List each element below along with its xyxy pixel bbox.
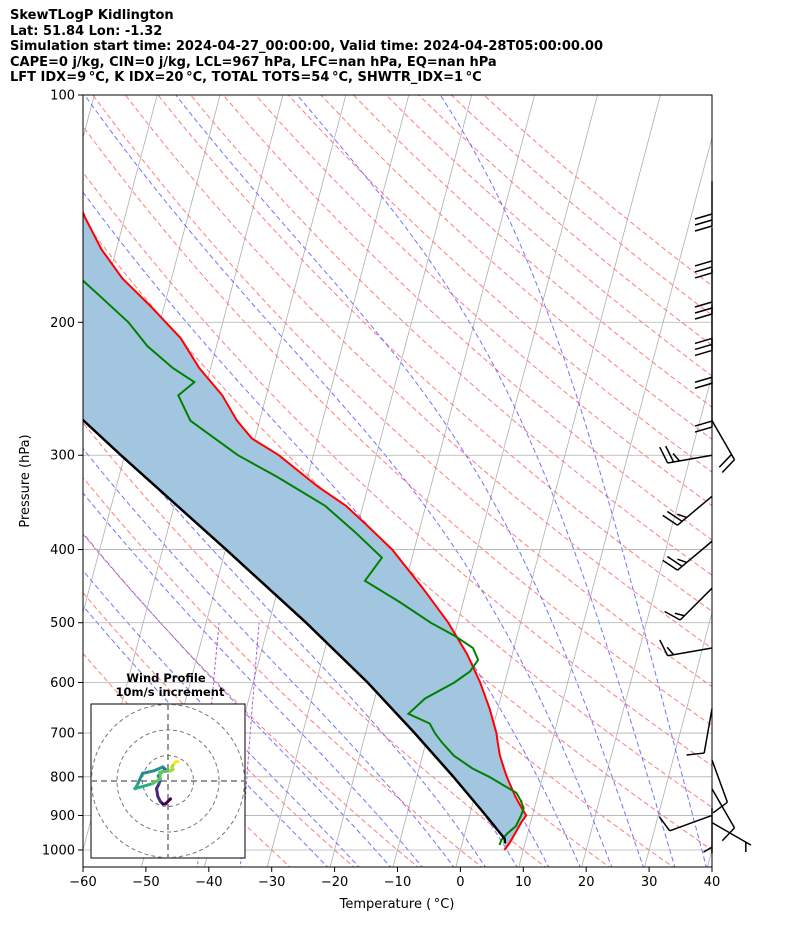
wind-profile-inset: Wind Profile 10m/s increment xyxy=(90,671,246,859)
isotherm xyxy=(581,373,712,867)
isotherm xyxy=(644,610,712,867)
cin-shaded-area xyxy=(83,212,527,850)
chart-title: SkewTLogP Kidlington xyxy=(10,8,174,23)
y-tick-label: 100 xyxy=(50,89,75,104)
inset-subtitle: 10m/s increment xyxy=(116,685,225,699)
temperature-line xyxy=(83,209,528,851)
isotherm xyxy=(83,95,95,140)
dry-adiabat xyxy=(83,218,712,808)
moist-adiabat xyxy=(296,95,676,867)
chart-header: SkewTLogP Kidlington Lat: 51.84 Lon: -1.… xyxy=(10,8,603,86)
wind-barb xyxy=(662,495,713,526)
wind-barb xyxy=(711,759,729,814)
x-tick-label: 0 xyxy=(456,875,464,890)
cape-line: CAPE=0 j/kg, CIN=0 j/kg, LCL=967 hPa, LF… xyxy=(10,54,497,70)
x-tick-label: −40 xyxy=(195,875,222,890)
dewpoint-line xyxy=(83,279,525,846)
inset-title: Wind Profile xyxy=(126,671,206,685)
index-line: LFT IDX=9 °C, K IDX=20 °C, TOTAL TOTS=54… xyxy=(10,70,482,85)
y-tick-label: 200 xyxy=(50,316,75,331)
wind-barb xyxy=(703,808,713,854)
moist-adiabat xyxy=(83,492,423,867)
wind-barbs xyxy=(658,95,752,867)
dry-adiabat xyxy=(83,422,547,867)
isotherm xyxy=(83,95,221,615)
dry-adiabat xyxy=(450,95,712,316)
isotherm xyxy=(266,95,473,867)
x-tick-label: 10 xyxy=(515,875,532,890)
dry-adiabat xyxy=(483,95,712,287)
moist-adiabat xyxy=(439,95,707,867)
dry-adiabat xyxy=(157,95,712,612)
wind-barb xyxy=(659,445,713,464)
wind-barb xyxy=(694,181,713,232)
y-tick-label: 500 xyxy=(50,616,75,631)
wind-barb xyxy=(711,788,736,842)
isotherm xyxy=(83,95,158,377)
y-tick-label: 300 xyxy=(50,449,75,464)
hodograph-segment xyxy=(158,769,173,774)
hodograph-segment xyxy=(152,765,165,773)
x-tick-label: 40 xyxy=(704,875,721,890)
wind-barb xyxy=(686,708,713,756)
x-tick-label: −60 xyxy=(69,875,96,890)
dry-adiabat xyxy=(92,95,712,688)
dry-adiabat xyxy=(320,95,712,440)
wind-barb xyxy=(659,639,713,657)
x-tick-label: 20 xyxy=(578,875,595,890)
x-tick-label: −30 xyxy=(258,875,285,890)
y-tick-label: 1000 xyxy=(42,844,75,859)
isotherm xyxy=(518,136,712,867)
y-axis: 100 200 300 400 500 600 700 800 900 1000 xyxy=(42,89,83,859)
time-line: Simulation start time: 2024-04-27_00:00:… xyxy=(10,39,603,54)
x-axis: −60 −50 −40 −30 −20 −10 0 10 20 30 40 xyxy=(69,867,720,890)
x-tick-label: 30 xyxy=(641,875,658,890)
y-tick-label: 700 xyxy=(50,727,75,742)
parcel-line xyxy=(83,418,507,844)
x-tick-label: −10 xyxy=(384,875,411,890)
wind-barb xyxy=(711,420,736,473)
dry-adiabat xyxy=(83,125,712,727)
dry-adiabat xyxy=(125,95,712,650)
isotherm xyxy=(770,78,794,869)
dry-adiabat xyxy=(83,171,712,767)
wind-barb xyxy=(664,587,713,621)
hodograph-segment xyxy=(133,782,155,791)
profile-lines xyxy=(83,209,528,851)
dry-adiabat xyxy=(287,95,712,473)
hodograph-segment xyxy=(141,769,156,775)
hodograph-segment xyxy=(135,771,144,787)
y-axis-label: Pressure (hPa) xyxy=(18,434,33,527)
wind-barb xyxy=(711,822,752,853)
x-tick-label: −20 xyxy=(321,875,348,890)
x-tick-label: −50 xyxy=(132,875,159,890)
wind-barb xyxy=(658,814,713,832)
location-line: Lat: 51.84 Lon: -1.32 xyxy=(10,23,163,39)
y-tick-label: 800 xyxy=(50,770,75,785)
dry-adiabat xyxy=(255,95,712,507)
y-tick-label: 600 xyxy=(50,676,75,691)
isotherm xyxy=(707,848,712,867)
dry-adiabat xyxy=(83,652,291,867)
dry-adiabat xyxy=(353,95,712,408)
y-tick-label: 900 xyxy=(50,809,75,824)
x-axis-label: Temperature ( °C) xyxy=(339,897,455,912)
wind-barb xyxy=(694,227,713,279)
wind-barb xyxy=(662,540,713,571)
y-tick-label: 400 xyxy=(50,543,75,558)
